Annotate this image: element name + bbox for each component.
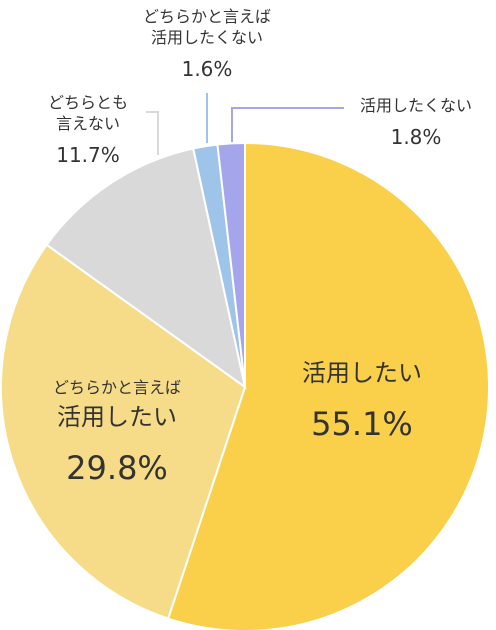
slice-name-rather-not-line1: どちらかと言えば <box>142 7 271 26</box>
slice-name-rather-not-line2: 活用したくない <box>150 28 263 47</box>
slice-name-rather-want-line2: 活用したい <box>57 403 177 431</box>
slice-value-rather-not: 1.6% <box>181 57 233 81</box>
slice-value-rather-want: 29.8% <box>66 449 168 487</box>
leader-lines <box>146 93 344 155</box>
slice-label-rather-not: どちらかと言えば 活用したくない 1.6% <box>118 6 296 82</box>
slice-label-neutral: どちらとも 言えない 11.7% <box>22 92 154 168</box>
pie-slice-not <box>216 141 246 388</box>
pie-slices <box>0 141 490 630</box>
slice-name-want: 活用したい <box>302 359 422 387</box>
slice-value-neutral: 11.7% <box>56 143 120 167</box>
slice-name-neutral-line1: どちらとも <box>47 93 128 112</box>
pie-slice-neutral <box>45 147 247 390</box>
slice-label-rather-want: どちらかと言えば 活用したい 29.8% <box>22 377 212 488</box>
slice-name-not: 活用したくない <box>359 96 472 115</box>
leader-line-not <box>231 107 344 142</box>
slice-name-neutral-line2: 言えない <box>55 114 120 133</box>
slice-label-want: 活用したい 55.1% <box>272 358 452 444</box>
slice-name-rather-want-line1: どちらかと言えば <box>52 378 181 397</box>
slice-label-not: 活用したくない 1.8% <box>346 95 486 150</box>
slice-value-not: 1.8% <box>390 125 442 149</box>
leader-line-neutral <box>146 111 159 155</box>
pie-slice-want <box>166 141 490 630</box>
slice-value-want: 55.1% <box>311 405 413 443</box>
pie-slice-rather-want <box>0 243 247 620</box>
